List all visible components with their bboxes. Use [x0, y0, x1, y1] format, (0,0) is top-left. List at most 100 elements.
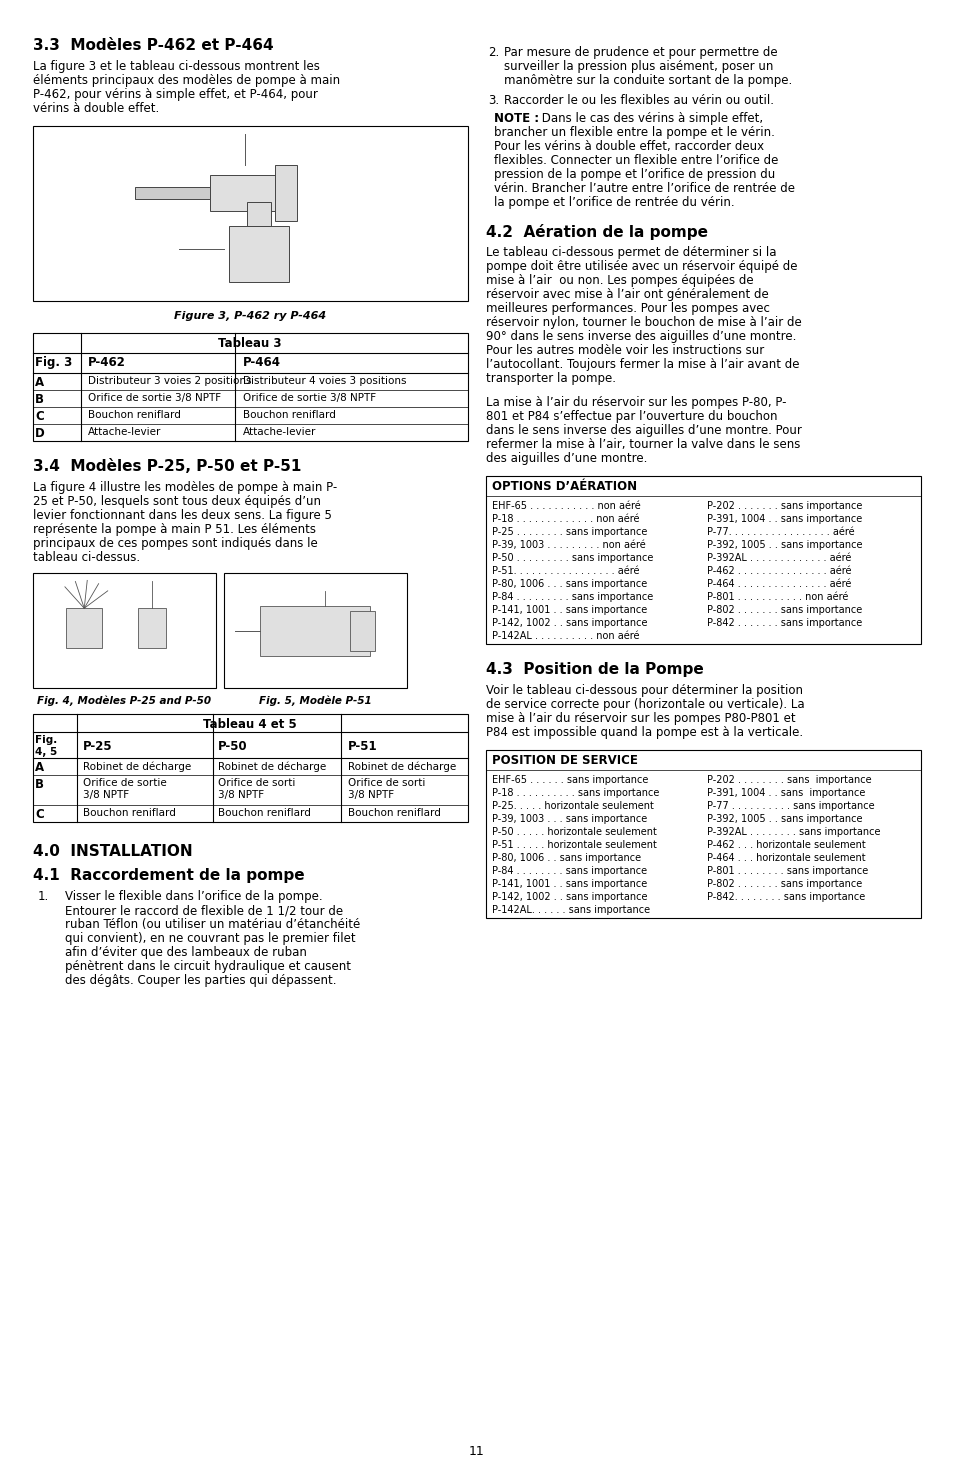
Text: 4.3  Position de la Pompe: 4.3 Position de la Pompe [485, 662, 703, 677]
Text: Pour les vérins à double effet, raccorder deux: Pour les vérins à double effet, raccorde… [494, 140, 763, 153]
Text: Raccorder le ou les flexibles au vérin ou outil.: Raccorder le ou les flexibles au vérin o… [503, 94, 773, 108]
Text: Dans le cas des vérins à simple effet,: Dans le cas des vérins à simple effet, [537, 112, 762, 125]
Bar [350, 611, 375, 650]
Text: flexibles. Connecter un flexible entre l’orifice de: flexibles. Connecter un flexible entre l… [494, 153, 778, 167]
Text: Orifice de sortie 3/8 NPTF: Orifice de sortie 3/8 NPTF [88, 392, 221, 403]
Text: C: C [35, 808, 44, 822]
Text: Bouchon reniflard: Bouchon reniflard [88, 410, 181, 420]
Text: C: C [35, 410, 44, 423]
Text: D: D [35, 426, 45, 440]
Text: P-142AL. . . . . . sans importance: P-142AL. . . . . . sans importance [492, 906, 649, 914]
Text: 801 et P84 s’effectue par l’ouverture du bouchon: 801 et P84 s’effectue par l’ouverture du… [485, 410, 777, 423]
Text: P-392AL . . . . . . . . . . . . . aéré: P-392AL . . . . . . . . . . . . . aéré [706, 553, 850, 563]
Text: Orifice de sortie: Orifice de sortie [83, 777, 167, 788]
Text: P-462: P-462 [88, 355, 126, 369]
Text: réservoir avec mise à l’air ont généralement de: réservoir avec mise à l’air ont générale… [485, 288, 768, 301]
Text: Attache-levier: Attache-levier [88, 426, 161, 437]
Text: Distributeur 3 voies 2 positions: Distributeur 3 voies 2 positions [88, 376, 252, 386]
Bar [229, 226, 289, 282]
Bar [260, 606, 370, 655]
Text: Figure 3, P-462 ry P-464: Figure 3, P-462 ry P-464 [173, 311, 326, 322]
Text: Tableau 4 et 5: Tableau 4 et 5 [203, 718, 296, 732]
Text: P-39, 1003 . . . sans importance: P-39, 1003 . . . sans importance [492, 814, 646, 825]
Text: P-464 . . . . . . . . . . . . . . . aéré: P-464 . . . . . . . . . . . . . . . aéré [706, 580, 850, 589]
Text: Tableau 3: Tableau 3 [218, 336, 281, 350]
Text: Bouchon reniflard: Bouchon reniflard [83, 808, 175, 819]
Text: Orifice de sorti: Orifice de sorti [348, 777, 425, 788]
Text: La figure 4 illustre les modèles de pompe à main P-: La figure 4 illustre les modèles de pomp… [33, 481, 337, 494]
Text: EHF-65 . . . . . . sans importance: EHF-65 . . . . . . sans importance [492, 774, 648, 785]
Text: P-51 . . . . . horizontale seulement: P-51 . . . . . horizontale seulement [492, 839, 657, 850]
Text: Fig.: Fig. [35, 735, 57, 745]
Text: POSITION DE SERVICE: POSITION DE SERVICE [492, 754, 638, 767]
Bar [33, 333, 468, 441]
Text: P-80, 1006 . . sans importance: P-80, 1006 . . sans importance [492, 853, 640, 863]
Text: pression de la pompe et l’orifice de pression du: pression de la pompe et l’orifice de pre… [494, 168, 775, 181]
Text: P-142, 1002 . . sans importance: P-142, 1002 . . sans importance [492, 618, 647, 628]
Text: 3/8 NPTF: 3/8 NPTF [218, 791, 264, 799]
Text: pompe doit être utilisée avec un réservoir équipé de: pompe doit être utilisée avec un réservo… [485, 260, 797, 273]
Text: P-18 . . . . . . . . . . sans importance: P-18 . . . . . . . . . . sans importance [492, 788, 659, 798]
Text: 2.: 2. [488, 46, 498, 59]
Text: P-801 . . . . . . . . sans importance: P-801 . . . . . . . . sans importance [706, 866, 867, 876]
Text: P-802 . . . . . . . sans importance: P-802 . . . . . . . sans importance [706, 605, 862, 615]
Text: Distributeur 4 voies 3 positions: Distributeur 4 voies 3 positions [243, 376, 406, 386]
Text: P-25 . . . . . . . . sans importance: P-25 . . . . . . . . sans importance [492, 527, 647, 537]
Text: dans le sens inverse des aiguilles d’une montre. Pour: dans le sens inverse des aiguilles d’une… [485, 423, 801, 437]
Text: Bouchon reniflard: Bouchon reniflard [243, 410, 335, 420]
Text: des aiguilles d’une montre.: des aiguilles d’une montre. [485, 451, 647, 465]
Text: P-802 . . . . . . . sans importance: P-802 . . . . . . . sans importance [706, 879, 862, 889]
Text: Bouchon reniflard: Bouchon reniflard [348, 808, 440, 819]
Text: P-392AL . . . . . . . . sans importance: P-392AL . . . . . . . . sans importance [706, 827, 880, 836]
Text: Visser le flexible dans l’orifice de la pompe.: Visser le flexible dans l’orifice de la … [65, 889, 322, 903]
Text: P-464 . . . horizontale seulement: P-464 . . . horizontale seulement [706, 853, 864, 863]
Text: P-202 . . . . . . . sans importance: P-202 . . . . . . . sans importance [706, 502, 862, 510]
Text: la pompe et l’orifice de rentrée du vérin.: la pompe et l’orifice de rentrée du véri… [494, 196, 734, 209]
Text: 1.: 1. [38, 889, 50, 903]
Text: 25 et P-50, lesquels sont tous deux équipés d’un: 25 et P-50, lesquels sont tous deux équi… [33, 496, 320, 507]
Bar [135, 186, 211, 199]
Text: refermer la mise à l’air, tourner la valve dans le sens: refermer la mise à l’air, tourner la val… [485, 438, 800, 451]
Text: représente la pompe à main P 51. Les éléments: représente la pompe à main P 51. Les élé… [33, 524, 315, 535]
Text: P84 est impossible quand la pompe est à la verticale.: P84 est impossible quand la pompe est à … [485, 726, 802, 739]
Text: de service correcte pour (horizontale ou verticale). La: de service correcte pour (horizontale ou… [485, 698, 803, 711]
Text: A: A [35, 376, 44, 389]
Bar [485, 476, 920, 645]
Text: B: B [35, 392, 44, 406]
Text: P-77 . . . . . . . . . . sans importance: P-77 . . . . . . . . . . sans importance [706, 801, 874, 811]
Bar [138, 608, 166, 648]
Text: B: B [35, 777, 44, 791]
Text: P-391, 1004 . . sans importance: P-391, 1004 . . sans importance [706, 513, 862, 524]
Text: P-142, 1002 . . sans importance: P-142, 1002 . . sans importance [492, 892, 647, 903]
Bar [247, 202, 271, 226]
Text: P-77. . . . . . . . . . . . . . . . . aéré: P-77. . . . . . . . . . . . . . . . . aé… [706, 527, 854, 537]
Text: des dégâts. Couper les parties qui dépassent.: des dégâts. Couper les parties qui dépas… [65, 974, 336, 987]
Text: 4.0  INSTALLATION: 4.0 INSTALLATION [33, 844, 193, 858]
Text: P-141, 1001 . . sans importance: P-141, 1001 . . sans importance [492, 605, 646, 615]
Text: Robinet de décharge: Robinet de décharge [348, 761, 456, 771]
Text: P-50 . . . . . horizontale seulement: P-50 . . . . . horizontale seulement [492, 827, 657, 836]
Text: P-84 . . . . . . . . . sans importance: P-84 . . . . . . . . . sans importance [492, 591, 653, 602]
Text: vérin. Brancher l’autre entre l’orifice de rentrée de: vérin. Brancher l’autre entre l’orifice … [494, 181, 794, 195]
Text: qui convient), en ne couvrant pas le premier filet: qui convient), en ne couvrant pas le pre… [65, 932, 355, 945]
Text: P-462, pour vérins à simple effet, et P-464, pour: P-462, pour vérins à simple effet, et P-… [33, 88, 317, 100]
Text: principaux de ces pompes sont indiqués dans le: principaux de ces pompes sont indiqués d… [33, 537, 317, 550]
Text: mise à l’air du réservoir sur les pompes P80-P801 et: mise à l’air du réservoir sur les pompes… [485, 712, 795, 726]
Text: P-142AL . . . . . . . . . . non aéré: P-142AL . . . . . . . . . . non aéré [492, 631, 639, 642]
Text: P-462 . . . horizontale seulement: P-462 . . . horizontale seulement [706, 839, 864, 850]
Text: P-25. . . . . horizontale seulement: P-25. . . . . horizontale seulement [492, 801, 653, 811]
Text: brancher un flexible entre la pompe et le vérin.: brancher un flexible entre la pompe et l… [494, 125, 774, 139]
Text: Voir le tableau ci-dessous pour déterminer la position: Voir le tableau ci-dessous pour détermin… [485, 684, 802, 698]
Bar [485, 749, 920, 917]
Text: P-84 . . . . . . . . sans importance: P-84 . . . . . . . . sans importance [492, 866, 646, 876]
Text: Fig. 4, Modèles P-25 and P-50: Fig. 4, Modèles P-25 and P-50 [37, 696, 211, 707]
Text: Fig. 3: Fig. 3 [35, 355, 72, 369]
Text: mise à l’air  ou non. Les pompes équipées de: mise à l’air ou non. Les pompes équipées… [485, 274, 753, 288]
Text: P-50 . . . . . . . . . sans importance: P-50 . . . . . . . . . sans importance [492, 553, 653, 563]
Text: P-842. . . . . . . . sans importance: P-842. . . . . . . . sans importance [706, 892, 864, 903]
Bar [275, 165, 297, 220]
Text: pénètrent dans le circuit hydraulique et causent: pénètrent dans le circuit hydraulique et… [65, 960, 351, 974]
Text: P-391, 1004 . . sans  importance: P-391, 1004 . . sans importance [706, 788, 864, 798]
Text: P-39, 1003 . . . . . . . . . non aéré: P-39, 1003 . . . . . . . . . non aéré [492, 540, 645, 550]
Bar [33, 125, 468, 301]
